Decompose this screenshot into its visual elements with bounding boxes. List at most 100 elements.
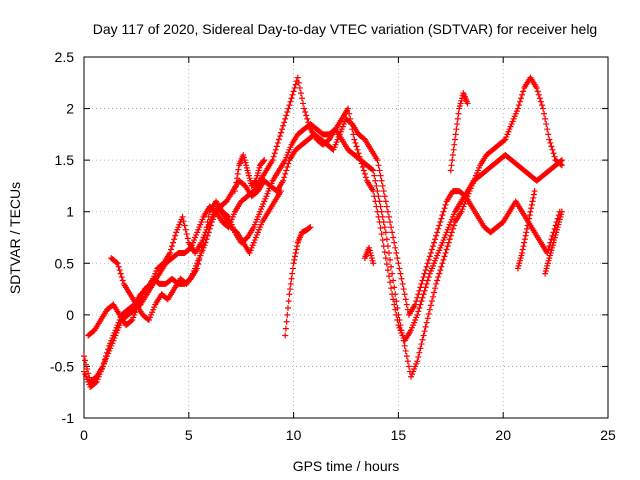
data-point — [383, 236, 390, 243]
data-point — [412, 301, 419, 308]
data-point — [439, 212, 446, 219]
data-point — [451, 136, 458, 143]
data-point — [390, 277, 397, 284]
data-point — [526, 215, 533, 222]
data-point — [436, 270, 443, 277]
data-point — [527, 208, 534, 215]
data-point — [270, 153, 277, 160]
data-point — [291, 253, 298, 260]
data-point — [381, 193, 388, 200]
data-point — [401, 342, 408, 349]
data-point — [453, 126, 460, 133]
data-point — [440, 208, 447, 215]
data-point — [523, 225, 530, 232]
data-point — [393, 298, 400, 305]
data-point — [519, 249, 526, 256]
data-point — [420, 291, 427, 298]
data-point — [184, 235, 191, 242]
data-point — [292, 81, 299, 88]
data-point — [428, 298, 435, 305]
data-point — [273, 143, 280, 150]
data-point — [82, 357, 89, 364]
data-point — [282, 170, 289, 177]
data-point — [403, 301, 410, 308]
data-point — [374, 188, 381, 195]
data-point — [518, 95, 525, 102]
y-tick-label: 1 — [66, 204, 74, 220]
data-point — [519, 91, 526, 98]
data-point — [118, 274, 125, 281]
data-point — [116, 267, 123, 274]
data-point — [305, 119, 312, 126]
data-point — [425, 310, 432, 317]
data-point — [388, 224, 395, 231]
data-point — [544, 126, 551, 133]
data-point — [521, 236, 528, 243]
data-point — [284, 164, 291, 171]
data-point — [449, 157, 456, 164]
data-point — [382, 198, 389, 205]
data-point — [378, 208, 385, 215]
data-point — [402, 347, 409, 354]
data-point — [394, 304, 401, 311]
data-point — [278, 188, 285, 195]
data-point — [400, 286, 407, 293]
data-point — [392, 291, 399, 298]
data-point — [370, 167, 377, 174]
data-point — [434, 229, 441, 236]
data-point — [546, 136, 553, 143]
data-point — [183, 231, 190, 238]
data-point — [376, 167, 383, 174]
data-point — [169, 243, 176, 250]
data-point — [303, 112, 310, 119]
data-point — [379, 182, 386, 189]
data-point — [92, 379, 99, 386]
series-10 — [361, 244, 377, 267]
data-point — [375, 193, 382, 200]
data-point — [548, 236, 555, 243]
data-point — [396, 265, 403, 272]
data-point — [547, 139, 554, 146]
data-point — [379, 213, 386, 220]
data-point — [81, 353, 87, 360]
data-point — [448, 229, 455, 236]
data-point — [287, 280, 294, 287]
data-point — [447, 232, 454, 239]
data-point — [205, 229, 212, 236]
data-point — [280, 177, 287, 184]
data-point — [301, 105, 308, 112]
data-point — [541, 110, 548, 117]
data-point — [421, 328, 428, 335]
data-point — [416, 304, 423, 311]
y-tick-label: 2 — [66, 101, 74, 117]
data-point — [530, 191, 537, 198]
data-point — [375, 162, 382, 169]
x-tick-label: 5 — [185, 427, 193, 443]
data-point — [391, 301, 398, 308]
data-point — [454, 121, 461, 128]
data-point — [294, 74, 301, 81]
data-point — [432, 285, 439, 292]
data-point — [232, 183, 239, 190]
data-point — [416, 287, 423, 294]
data-point — [393, 249, 400, 256]
data-point — [360, 167, 367, 174]
data-point — [418, 280, 425, 287]
data-point — [545, 246, 552, 253]
data-point — [400, 337, 407, 344]
data-point — [397, 322, 404, 329]
data-point — [521, 239, 528, 246]
data-point — [286, 291, 293, 298]
data-point — [288, 95, 295, 102]
data-point — [361, 170, 368, 177]
data-point — [282, 332, 289, 339]
data-point — [281, 119, 288, 126]
data-point — [424, 315, 431, 322]
data-point — [438, 263, 445, 270]
data-point — [282, 325, 289, 332]
data-point — [449, 151, 456, 158]
x-tick-label: 10 — [286, 427, 302, 443]
data-point — [179, 213, 186, 220]
series-3 — [85, 115, 563, 339]
series-4 — [108, 188, 285, 324]
